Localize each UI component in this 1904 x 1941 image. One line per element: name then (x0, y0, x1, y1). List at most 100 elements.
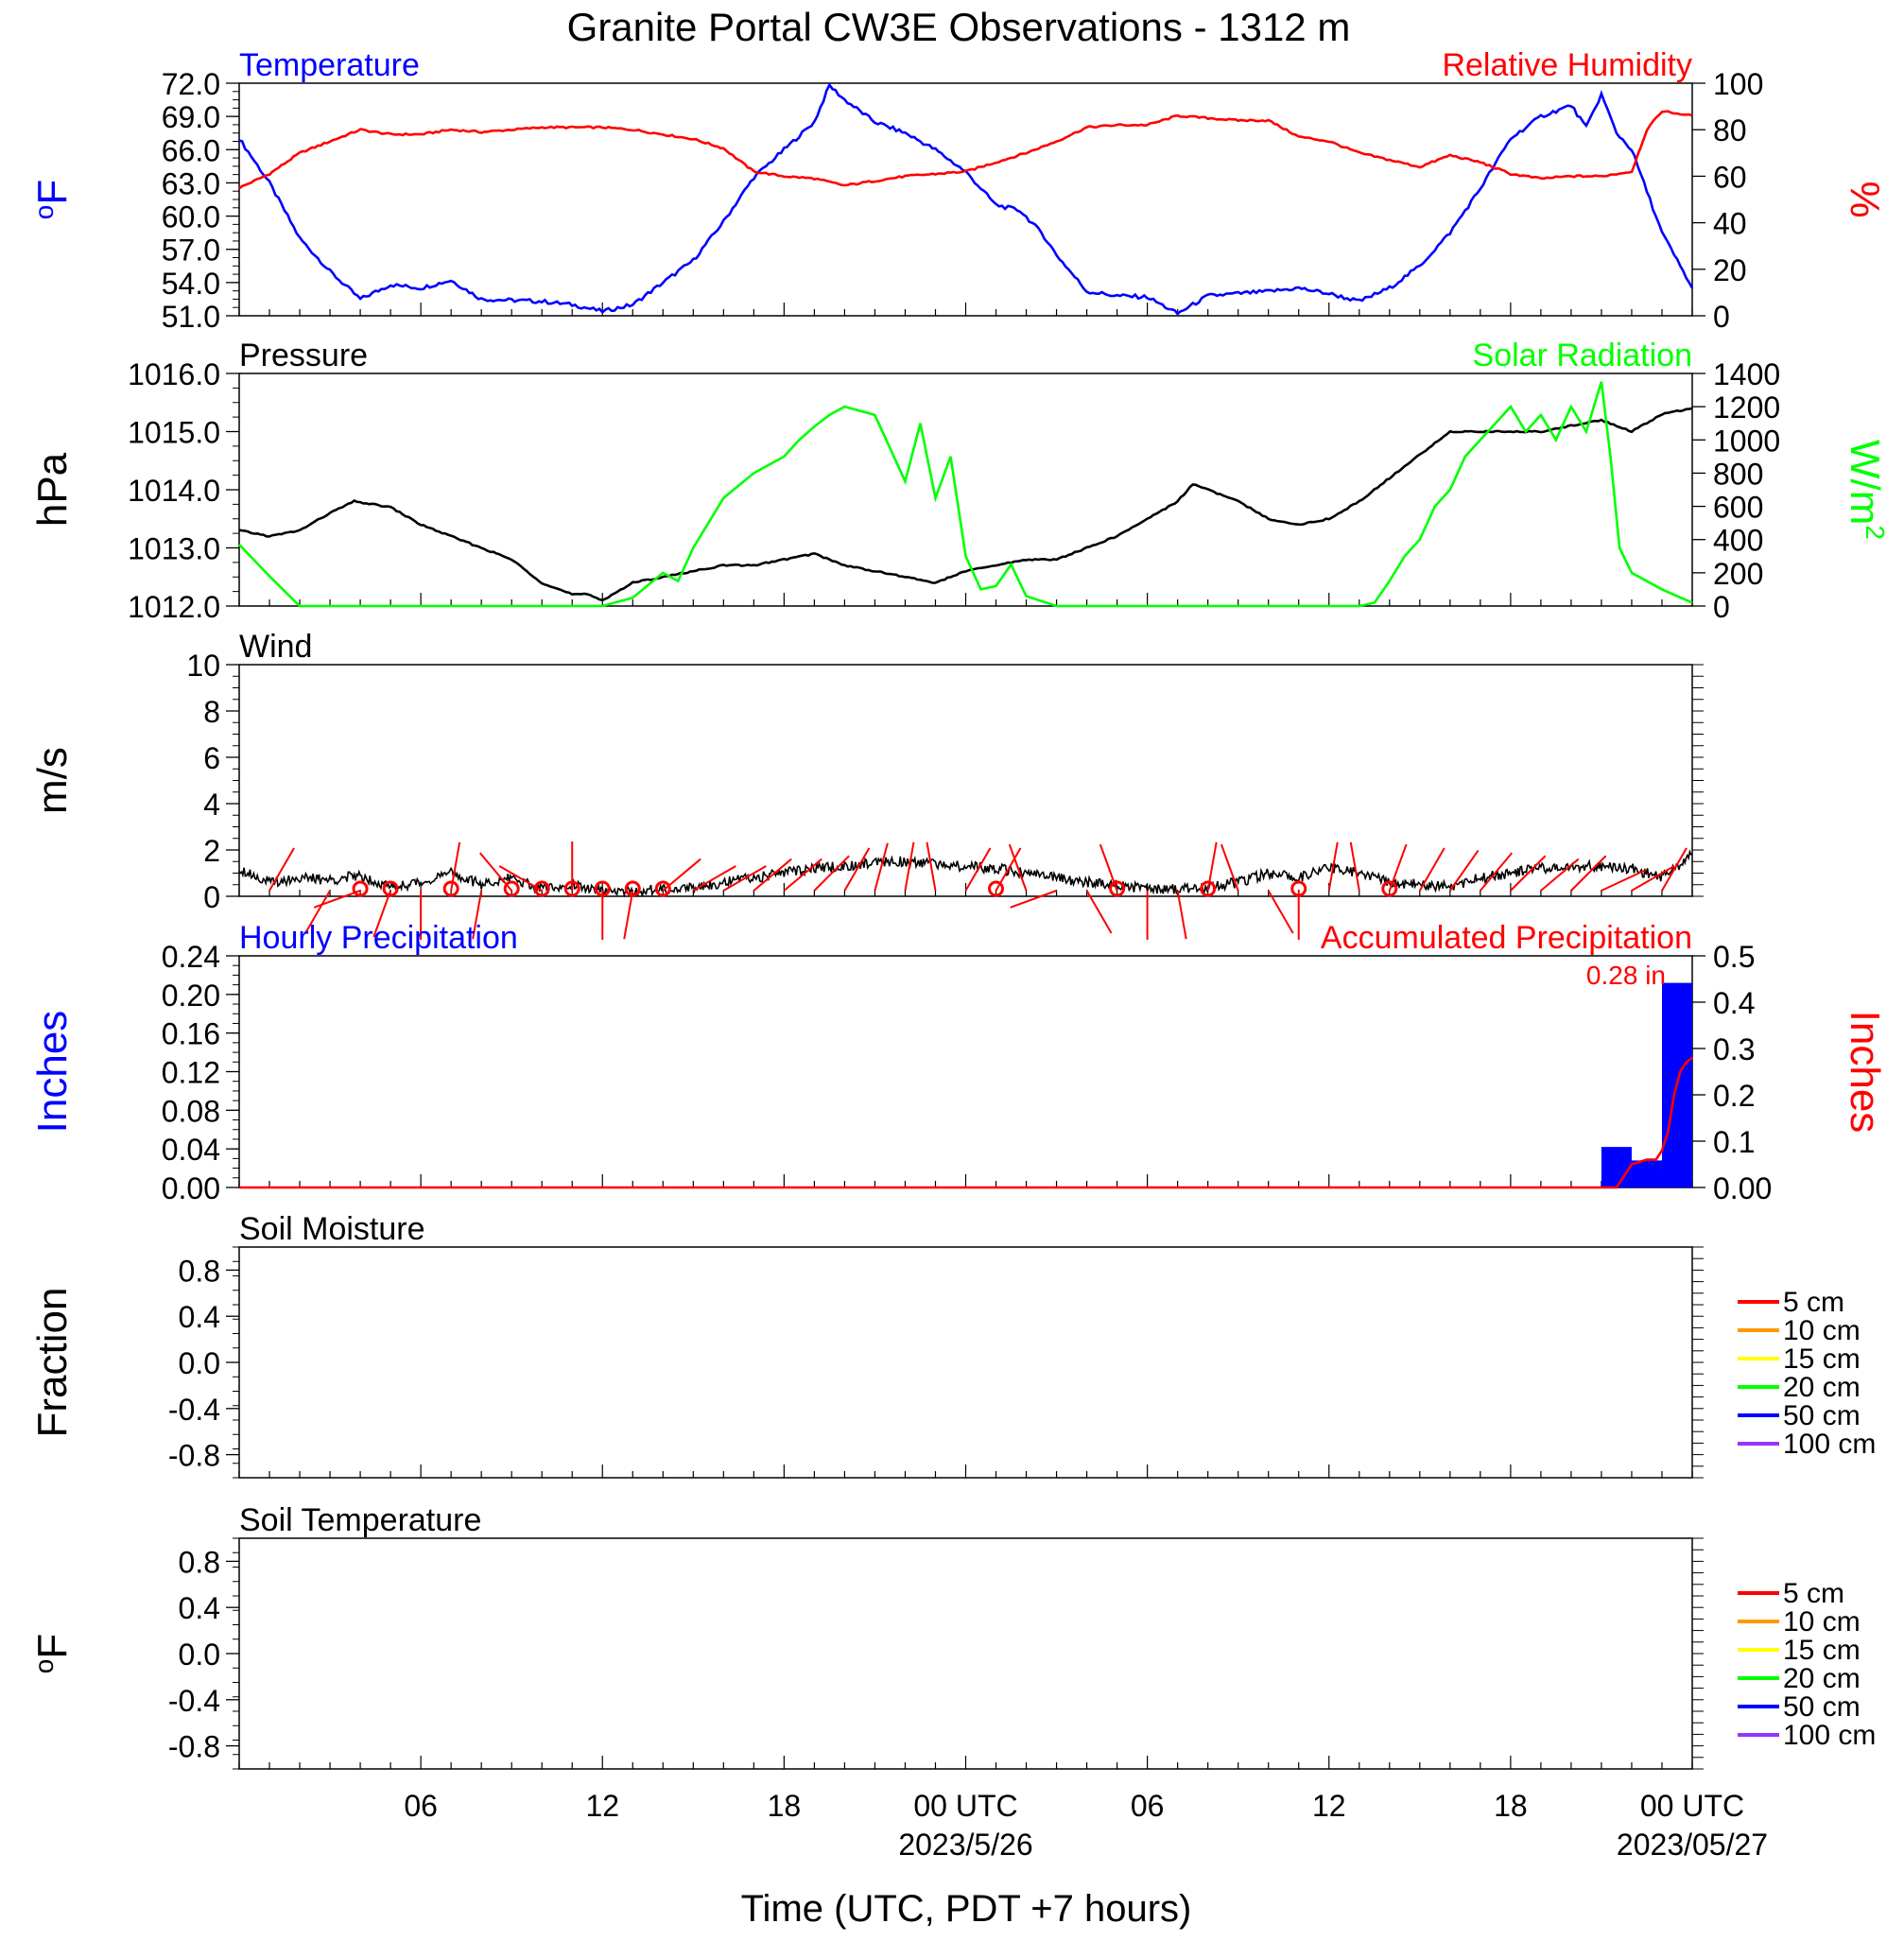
y-right-tick-label: 0 (1713, 300, 1730, 334)
wind-barb (268, 847, 295, 892)
unit-exponent: 2 (1861, 525, 1890, 540)
calm-wind-marker (533, 880, 550, 897)
y-right-tick-label: 0 (1713, 590, 1730, 624)
wind-barb (1349, 841, 1360, 892)
series-wind (238, 849, 1693, 899)
y-right-axis-title: W/m2 (1842, 440, 1890, 540)
calm-wind-marker (382, 880, 399, 897)
legend-label: 5 cm (1783, 1578, 1844, 1609)
wind-barb (964, 847, 992, 892)
calm-wind-marker (988, 880, 1005, 897)
y-right-tick-label: 0.2 (1713, 1079, 1755, 1113)
legend-label: 100 cm (1783, 1720, 1876, 1751)
panel-left-label: Pressure (239, 338, 368, 373)
y-right-tick-label: 80 (1713, 113, 1747, 147)
y-left-tick-label: -0.4 (168, 1684, 220, 1718)
y-left-axis-title: Fraction (29, 1288, 76, 1438)
wind-barb (1008, 843, 1028, 892)
x-tick-label: 00 UTC (1640, 1789, 1744, 1823)
y-right-tick-label: 400 (1713, 524, 1763, 558)
wind-barb (1661, 847, 1688, 892)
calm-wind-marker (654, 880, 671, 897)
wind-barb (926, 841, 937, 892)
precip-bar (1631, 1160, 1662, 1187)
wind-barb (1327, 841, 1339, 892)
calm-wind-marker (1290, 880, 1307, 897)
wind-barb (783, 858, 822, 892)
y-left-tick-label: -0.8 (168, 1730, 220, 1764)
panel-2: 1016.0 1015.0 1014.0 1013.0 1012.0 1400120010… (29, 338, 1890, 624)
legend-label: 15 cm (1783, 1635, 1861, 1666)
wind-barb (1631, 865, 1675, 892)
y-right-tick-label: 60 (1713, 160, 1747, 194)
wind-barb (1601, 869, 1647, 892)
panel-5: 0.8 0.4 0.0 -0.4 -0.8 Soil Moisture Fraction 5 … (29, 1211, 1876, 1479)
wind-barb (1510, 855, 1547, 892)
panel-left-label: Temperature (239, 47, 420, 83)
y-right-tick-label: 100 (1713, 67, 1763, 101)
series-temperature (238, 82, 1694, 316)
calm-wind-marker (1200, 880, 1217, 897)
y-left-tick-label: 0.16 (162, 1017, 220, 1051)
y-left-tick-label: 0.8 (179, 1254, 220, 1288)
panel-4: 0.24 0.20 0.16 0.12 0.08 0.04 0.00 0.5 0.4 0.3 0.2… (29, 920, 1888, 1205)
x-tick-label: 06 (404, 1789, 438, 1823)
wind-barb (472, 890, 483, 940)
wind-barb (372, 890, 392, 938)
y-left-tick-label: 0 (203, 880, 220, 914)
time-axis-label: Time (UTC, PDT +7 hours) (741, 1888, 1192, 1930)
panel-right-label: Solar Radiation (1473, 338, 1692, 373)
y-left-tick-label: -0.4 (168, 1393, 220, 1427)
wind-barb (1220, 843, 1239, 892)
panel-frame (238, 955, 1693, 1188)
y-left-tick-label: 1013.0 (128, 532, 220, 566)
y-left-tick-label: 0.20 (162, 979, 220, 1013)
calm-wind-marker (352, 880, 369, 897)
wind-barb (304, 890, 331, 934)
legend-label: 100 cm (1783, 1429, 1876, 1460)
wind-barb (813, 855, 850, 892)
wind-barb (843, 847, 871, 892)
y-right-tick-label: 200 (1713, 557, 1763, 591)
y-left-tick-label: 51.0 (162, 300, 220, 334)
y-left-tick-label: 6 (203, 741, 220, 775)
wind-barb (313, 890, 361, 909)
x-tick-label: 06 (1131, 1789, 1165, 1823)
legend-label: 5 cm (1783, 1287, 1844, 1318)
y-right-tick-label: 40 (1713, 207, 1747, 241)
panel-left-label: Soil Temperature (239, 1502, 481, 1538)
wind-barb (904, 841, 915, 892)
unit-base: W/m (1842, 440, 1888, 525)
wind-barb (753, 858, 792, 892)
y-right-axis-title: % (1842, 181, 1888, 217)
y-left-tick-label: 4 (203, 788, 220, 822)
y-left-tick-label: 0.12 (162, 1056, 220, 1090)
series-solar-radiation (238, 381, 1693, 608)
wind-barb (623, 890, 634, 940)
y-left-axis-title: oF (29, 1634, 76, 1673)
unit-letter: F (29, 1634, 76, 1659)
panel-left-label: Hourly Precipitation (239, 920, 518, 956)
y-left-tick-label: 0.0 (179, 1346, 220, 1380)
y-right-tick-label: 1200 (1713, 390, 1780, 425)
accum-total-label: 0.28 in (1586, 961, 1666, 990)
wind-barb (1540, 858, 1580, 892)
y-left-tick-label: 54.0 (162, 267, 220, 301)
y-right-tick-label: 0.4 (1713, 986, 1755, 1020)
wind-barb (722, 865, 767, 892)
y-left-tick-label: 0.0 (179, 1638, 220, 1672)
panel-left-label: Soil Moisture (239, 1211, 425, 1247)
y-left-tick-label: 0.8 (179, 1545, 220, 1579)
wind-barb (692, 865, 736, 892)
y-left-tick-label: 0.24 (162, 940, 220, 974)
panel-frame (238, 82, 1693, 317)
x-tick-label: 18 (768, 1789, 802, 1823)
x-date-label: 2023/5/26 (898, 1828, 1032, 1862)
series-accumulated-precipitation (239, 1056, 1693, 1189)
legend-label: 50 cm (1783, 1400, 1861, 1431)
wind-barb (1267, 890, 1294, 934)
y-right-axis-title: Inches (1842, 1011, 1888, 1134)
y-left-tick-label: 2 (203, 834, 220, 868)
calm-wind-marker (624, 880, 641, 897)
